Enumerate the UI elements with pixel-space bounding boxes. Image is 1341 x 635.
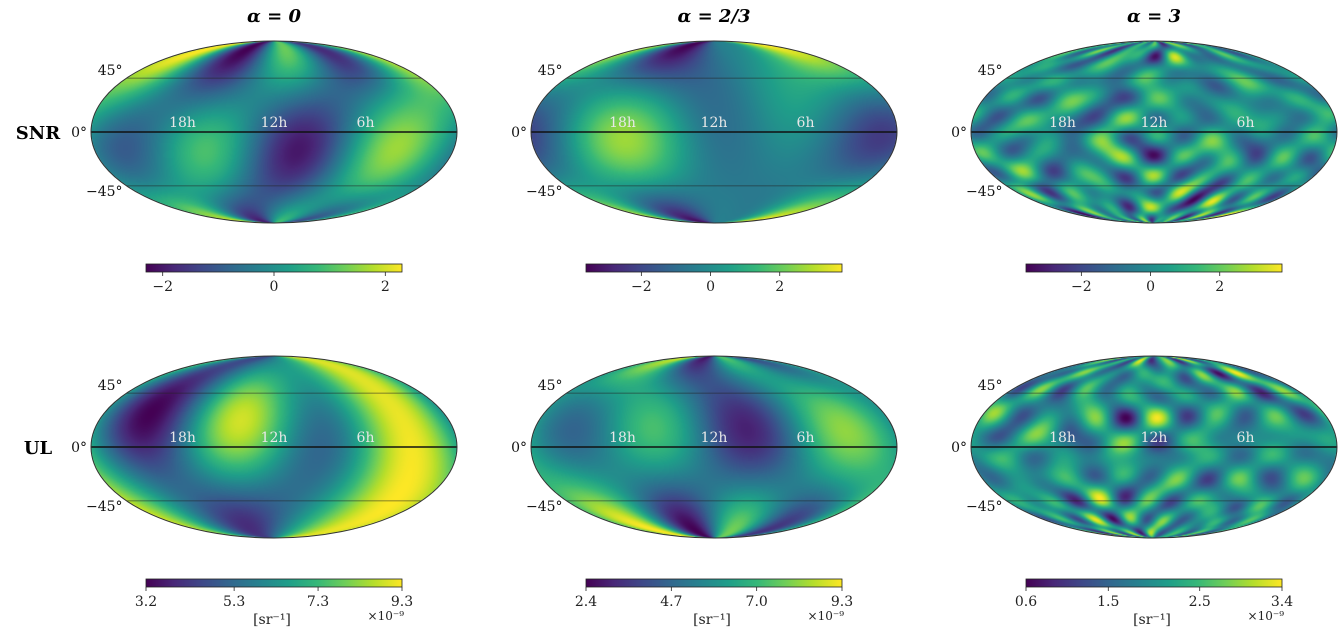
colorbar-tick-label: 3.4 <box>1271 594 1293 610</box>
colorbar-unit: [sr⁻¹] <box>1133 612 1171 628</box>
latitude-label: 45° <box>538 63 563 79</box>
ra-label: 6h <box>797 430 815 446</box>
ra-label: 18h <box>609 430 636 446</box>
latitude-label: −45° <box>966 184 1003 200</box>
latitude-label: −45° <box>526 184 563 200</box>
graticule <box>127 78 422 187</box>
sky-panel-ul-2: 45° 0° −45° 18h 12h 6h 2.4 4.7 7.0 9.3 [sr⁻¹] ×10⁻⁹ <box>511 355 898 628</box>
ra-label: 6h <box>1237 115 1255 131</box>
colorbar-tick-label: 0 <box>706 279 715 295</box>
graticule <box>1007 78 1302 187</box>
colorbar-tick-label: −2 <box>631 279 652 295</box>
colorbar-tick-label: 0.6 <box>1015 594 1037 610</box>
colorbar-scale: ×10⁻⁹ <box>808 609 845 623</box>
colorbar <box>145 578 403 588</box>
map-border <box>90 40 458 224</box>
graticule <box>567 393 862 502</box>
latitude-label: 45° <box>978 63 1003 79</box>
graticule <box>567 78 862 187</box>
colorbar-tick-label: 1.5 <box>1097 594 1119 610</box>
graticule <box>1007 393 1302 502</box>
ra-label: 12h <box>261 115 288 131</box>
latitude-label: 0° <box>951 440 967 456</box>
colorbar-tick-label: 2 <box>1215 279 1224 295</box>
colorbar <box>585 578 843 588</box>
latitude-label: 0° <box>951 125 967 141</box>
graticule <box>127 393 422 502</box>
latitude-label: −45° <box>526 499 563 515</box>
colorbar-tick-label: 0 <box>1146 279 1155 295</box>
ra-label: 18h <box>169 115 196 131</box>
ra-label: 12h <box>701 430 728 446</box>
sky-panel-snr-2: α = 2/3 45° 0° −45° 18h 12h 6h −2 0 2 <box>511 6 898 295</box>
latitude-label: 0° <box>511 440 527 456</box>
latitude-label: 0° <box>71 440 87 456</box>
colorbar <box>1025 578 1283 588</box>
ra-label: 6h <box>357 115 375 131</box>
colorbar-tick-label: 5.3 <box>223 594 245 610</box>
colorbar-tick-label: 3.2 <box>135 594 157 610</box>
colorbar-tick-label: 9.3 <box>391 594 413 610</box>
latitude-label: −45° <box>86 184 123 200</box>
colorbar-unit: [sr⁻¹] <box>253 612 291 628</box>
latitude-label: 45° <box>98 378 123 394</box>
latitude-label: −45° <box>966 499 1003 515</box>
sky-panel-snr-3: α = 3 45° 0° −45° 18h 12h 6h −2 0 2 <box>951 6 1338 295</box>
colorbar-tick-label: 7.0 <box>746 594 768 610</box>
ra-label: 18h <box>169 430 196 446</box>
sky-panel-ul-1: UL 45° 0° −45° 18h 12h 6h 3.2 5.3 7.3 9.3 [sr⁻¹] ×10… <box>24 355 458 628</box>
colorbar-tick-label: 2 <box>381 279 390 295</box>
map-border <box>530 355 898 539</box>
ra-label: 6h <box>1237 430 1255 446</box>
colorbar-tick-label: −2 <box>152 279 173 295</box>
latitude-label: 0° <box>71 125 87 141</box>
colorbar-scale: ×10⁻⁹ <box>1248 609 1285 623</box>
latitude-label: 45° <box>538 378 563 394</box>
colorbar-tick-label: 2 <box>775 279 784 295</box>
ra-label: 18h <box>1049 115 1076 131</box>
colorbar-tick-label: −2 <box>1071 279 1092 295</box>
map-border <box>970 40 1338 224</box>
row-label: UL <box>24 438 53 459</box>
colorbar-tick-label: 4.7 <box>660 594 682 610</box>
column-title: α = 2/3 <box>677 6 750 27</box>
colorbar <box>1025 263 1283 273</box>
colorbar-tick-label: 9.3 <box>831 594 853 610</box>
ra-label: 6h <box>797 115 815 131</box>
colorbar <box>585 263 843 273</box>
colorbar-tick-label: 7.3 <box>307 594 329 610</box>
ra-label: 12h <box>701 115 728 131</box>
latitude-label: 45° <box>98 63 123 79</box>
colorbar-scale: ×10⁻⁹ <box>368 609 405 623</box>
sky-panel-ul-3: 45° 0° −45° 18h 12h 6h 0.6 1.5 2.5 3.4 [sr⁻¹] ×10⁻⁹ <box>951 355 1338 628</box>
map-border <box>970 355 1338 539</box>
latitude-label: 0° <box>511 125 527 141</box>
ra-label: 12h <box>1141 430 1168 446</box>
ra-label: 12h <box>1141 115 1168 131</box>
ra-label: 12h <box>261 430 288 446</box>
ra-label: 6h <box>357 430 375 446</box>
colorbar-unit: [sr⁻¹] <box>693 612 731 628</box>
row-label: SNR <box>16 123 61 144</box>
colorbar <box>145 263 403 273</box>
ra-label: 18h <box>609 115 636 131</box>
column-title: α = 3 <box>1127 6 1181 27</box>
colorbar-tick-label: 0 <box>270 279 279 295</box>
colorbar-tick-label: 2.5 <box>1189 594 1211 610</box>
map-border <box>90 355 458 539</box>
column-title: α = 0 <box>247 6 301 27</box>
ra-label: 18h <box>1049 430 1076 446</box>
latitude-label: −45° <box>86 499 123 515</box>
sky-panel-snr-1: α = 0 SNR 45° 0° −45° 18h 12h 6h −2 0 2 <box>16 6 458 295</box>
map-border <box>530 40 898 224</box>
latitude-label: 45° <box>978 378 1003 394</box>
colorbar-tick-label: 2.4 <box>575 594 597 610</box>
